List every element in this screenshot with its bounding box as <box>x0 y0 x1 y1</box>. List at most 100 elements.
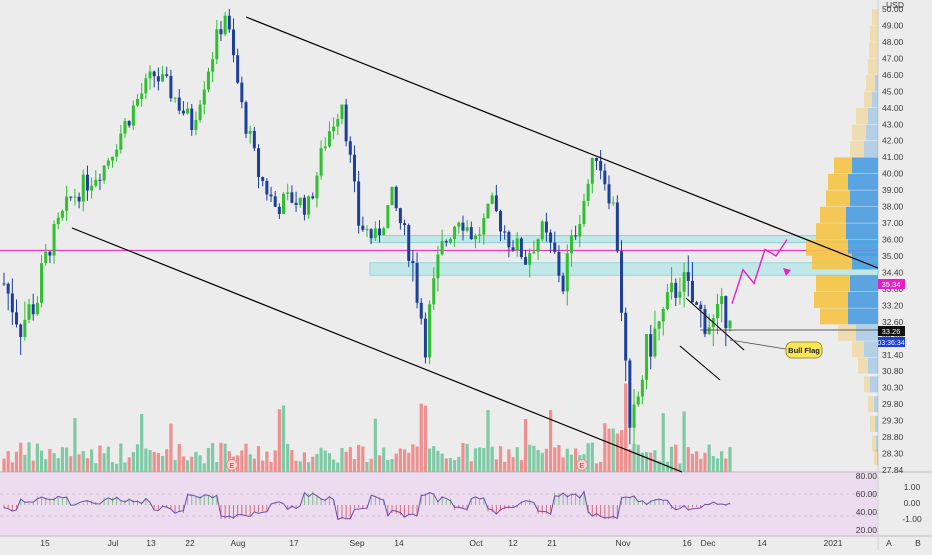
volume-bar <box>586 443 590 472</box>
candle-body <box>511 247 515 251</box>
profile-bar-up <box>856 108 868 125</box>
volume-bar <box>273 450 277 472</box>
indicator-panel <box>0 472 878 536</box>
price-tick-label: 32.60 <box>882 317 904 327</box>
volume-bar <box>503 461 507 472</box>
lower-channel-trendline[interactable] <box>71 227 683 473</box>
price-tick-label: 29.80 <box>882 399 904 409</box>
volume-bar <box>269 461 273 472</box>
candle-body <box>298 197 302 206</box>
candle-body <box>35 302 39 315</box>
candle-body <box>223 15 227 35</box>
volume-bar <box>628 449 632 472</box>
candle-body <box>332 126 336 132</box>
volume-bar <box>569 454 574 472</box>
candle-body <box>307 196 311 215</box>
volume-bar <box>140 413 144 472</box>
volume-bar <box>657 460 661 472</box>
candle-body <box>528 253 532 265</box>
bull-flag-callout[interactable] <box>785 341 823 359</box>
rsi-axis: 80.00 60.00 40.00 20.00 <box>856 471 878 535</box>
time-tick-label: 14 <box>394 538 404 548</box>
volume-bar <box>64 447 69 472</box>
candle-body <box>169 75 173 99</box>
earnings-marker-1[interactable]: E <box>226 459 238 471</box>
candle-body <box>165 74 169 76</box>
log-scale-button[interactable]: B <box>915 538 921 548</box>
volume-bar <box>256 446 261 472</box>
candle-body <box>15 312 19 325</box>
rsi-tick-label: 40.00 <box>856 507 878 517</box>
candle-body <box>252 130 256 149</box>
price-tick-label: 29.30 <box>882 416 904 426</box>
volume-bar <box>720 451 724 472</box>
profile-bar-up <box>820 206 846 223</box>
volume-bar <box>695 451 699 472</box>
candle-body <box>73 196 77 198</box>
profile-bar-up <box>816 223 846 240</box>
volume-bar <box>382 447 386 472</box>
volume-bar <box>181 456 186 472</box>
candle-body <box>336 118 340 127</box>
candle-body <box>411 260 415 264</box>
candle-body <box>607 184 611 204</box>
candle-body <box>490 195 494 204</box>
time-tick-label: 15 <box>40 538 50 548</box>
flag-upper-line[interactable] <box>685 297 745 351</box>
volume-bar <box>281 405 286 472</box>
candle-body <box>544 221 548 233</box>
profile-bar-up <box>852 124 866 141</box>
volume-bar <box>315 453 319 472</box>
volume-bar <box>31 460 35 472</box>
candle-body <box>499 211 503 232</box>
earnings-marker-2[interactable]: E <box>576 459 588 471</box>
volume-bar <box>69 456 73 472</box>
candle-body <box>590 157 594 184</box>
time-axis[interactable]: 15 Jul 13 22 Aug 17 Sep 14 Oct 12 21 Nov 16 Dec 14 2021 <box>40 538 842 548</box>
candle-body <box>578 224 582 237</box>
profile-bar-up <box>828 173 848 190</box>
candle-body <box>699 304 703 310</box>
candle-body <box>615 202 619 252</box>
candle-body <box>645 334 649 380</box>
volume-bar <box>14 451 19 472</box>
volume-bar <box>119 443 123 472</box>
candle-body <box>52 224 56 256</box>
profile-bar-down <box>864 140 878 157</box>
volume-bar <box>240 450 244 472</box>
candle-body <box>90 185 94 191</box>
price-axis[interactable]: 50.00 49.00 48.00 47.00 46.00 45.00 44.00 43.00… <box>882 4 904 475</box>
volume-bar <box>703 452 707 472</box>
profile-bar-up <box>868 396 874 413</box>
volume-bar <box>365 461 369 472</box>
volume-bar <box>624 383 628 472</box>
volume-bar <box>711 455 715 472</box>
candle-body <box>515 238 519 251</box>
candle-body <box>98 179 102 181</box>
volume-bar <box>669 446 674 472</box>
candle-body <box>156 76 160 82</box>
projection-path[interactable] <box>731 239 788 304</box>
volume-bar <box>336 462 340 472</box>
volume-bar <box>674 444 678 472</box>
profile-bar-down <box>868 357 878 374</box>
flag-lower-line[interactable] <box>679 345 721 381</box>
candle-body <box>524 257 528 265</box>
volume-bar <box>298 461 302 472</box>
volume-bar <box>115 463 119 472</box>
volume-bar <box>52 453 56 472</box>
candle-body <box>628 360 632 428</box>
upper-channel-trendline[interactable] <box>245 16 879 269</box>
candle-body <box>273 196 277 207</box>
candle-body <box>231 29 235 56</box>
volume-bar <box>306 462 311 472</box>
volume-bar <box>427 448 432 472</box>
auto-scale-button[interactable]: A <box>886 538 892 548</box>
last-price-tag: 33.26 03:36:34 <box>877 326 905 347</box>
volume-bar <box>536 449 540 472</box>
volume-bar <box>202 463 206 472</box>
candle-body <box>695 302 699 305</box>
volume-bar <box>73 418 77 472</box>
